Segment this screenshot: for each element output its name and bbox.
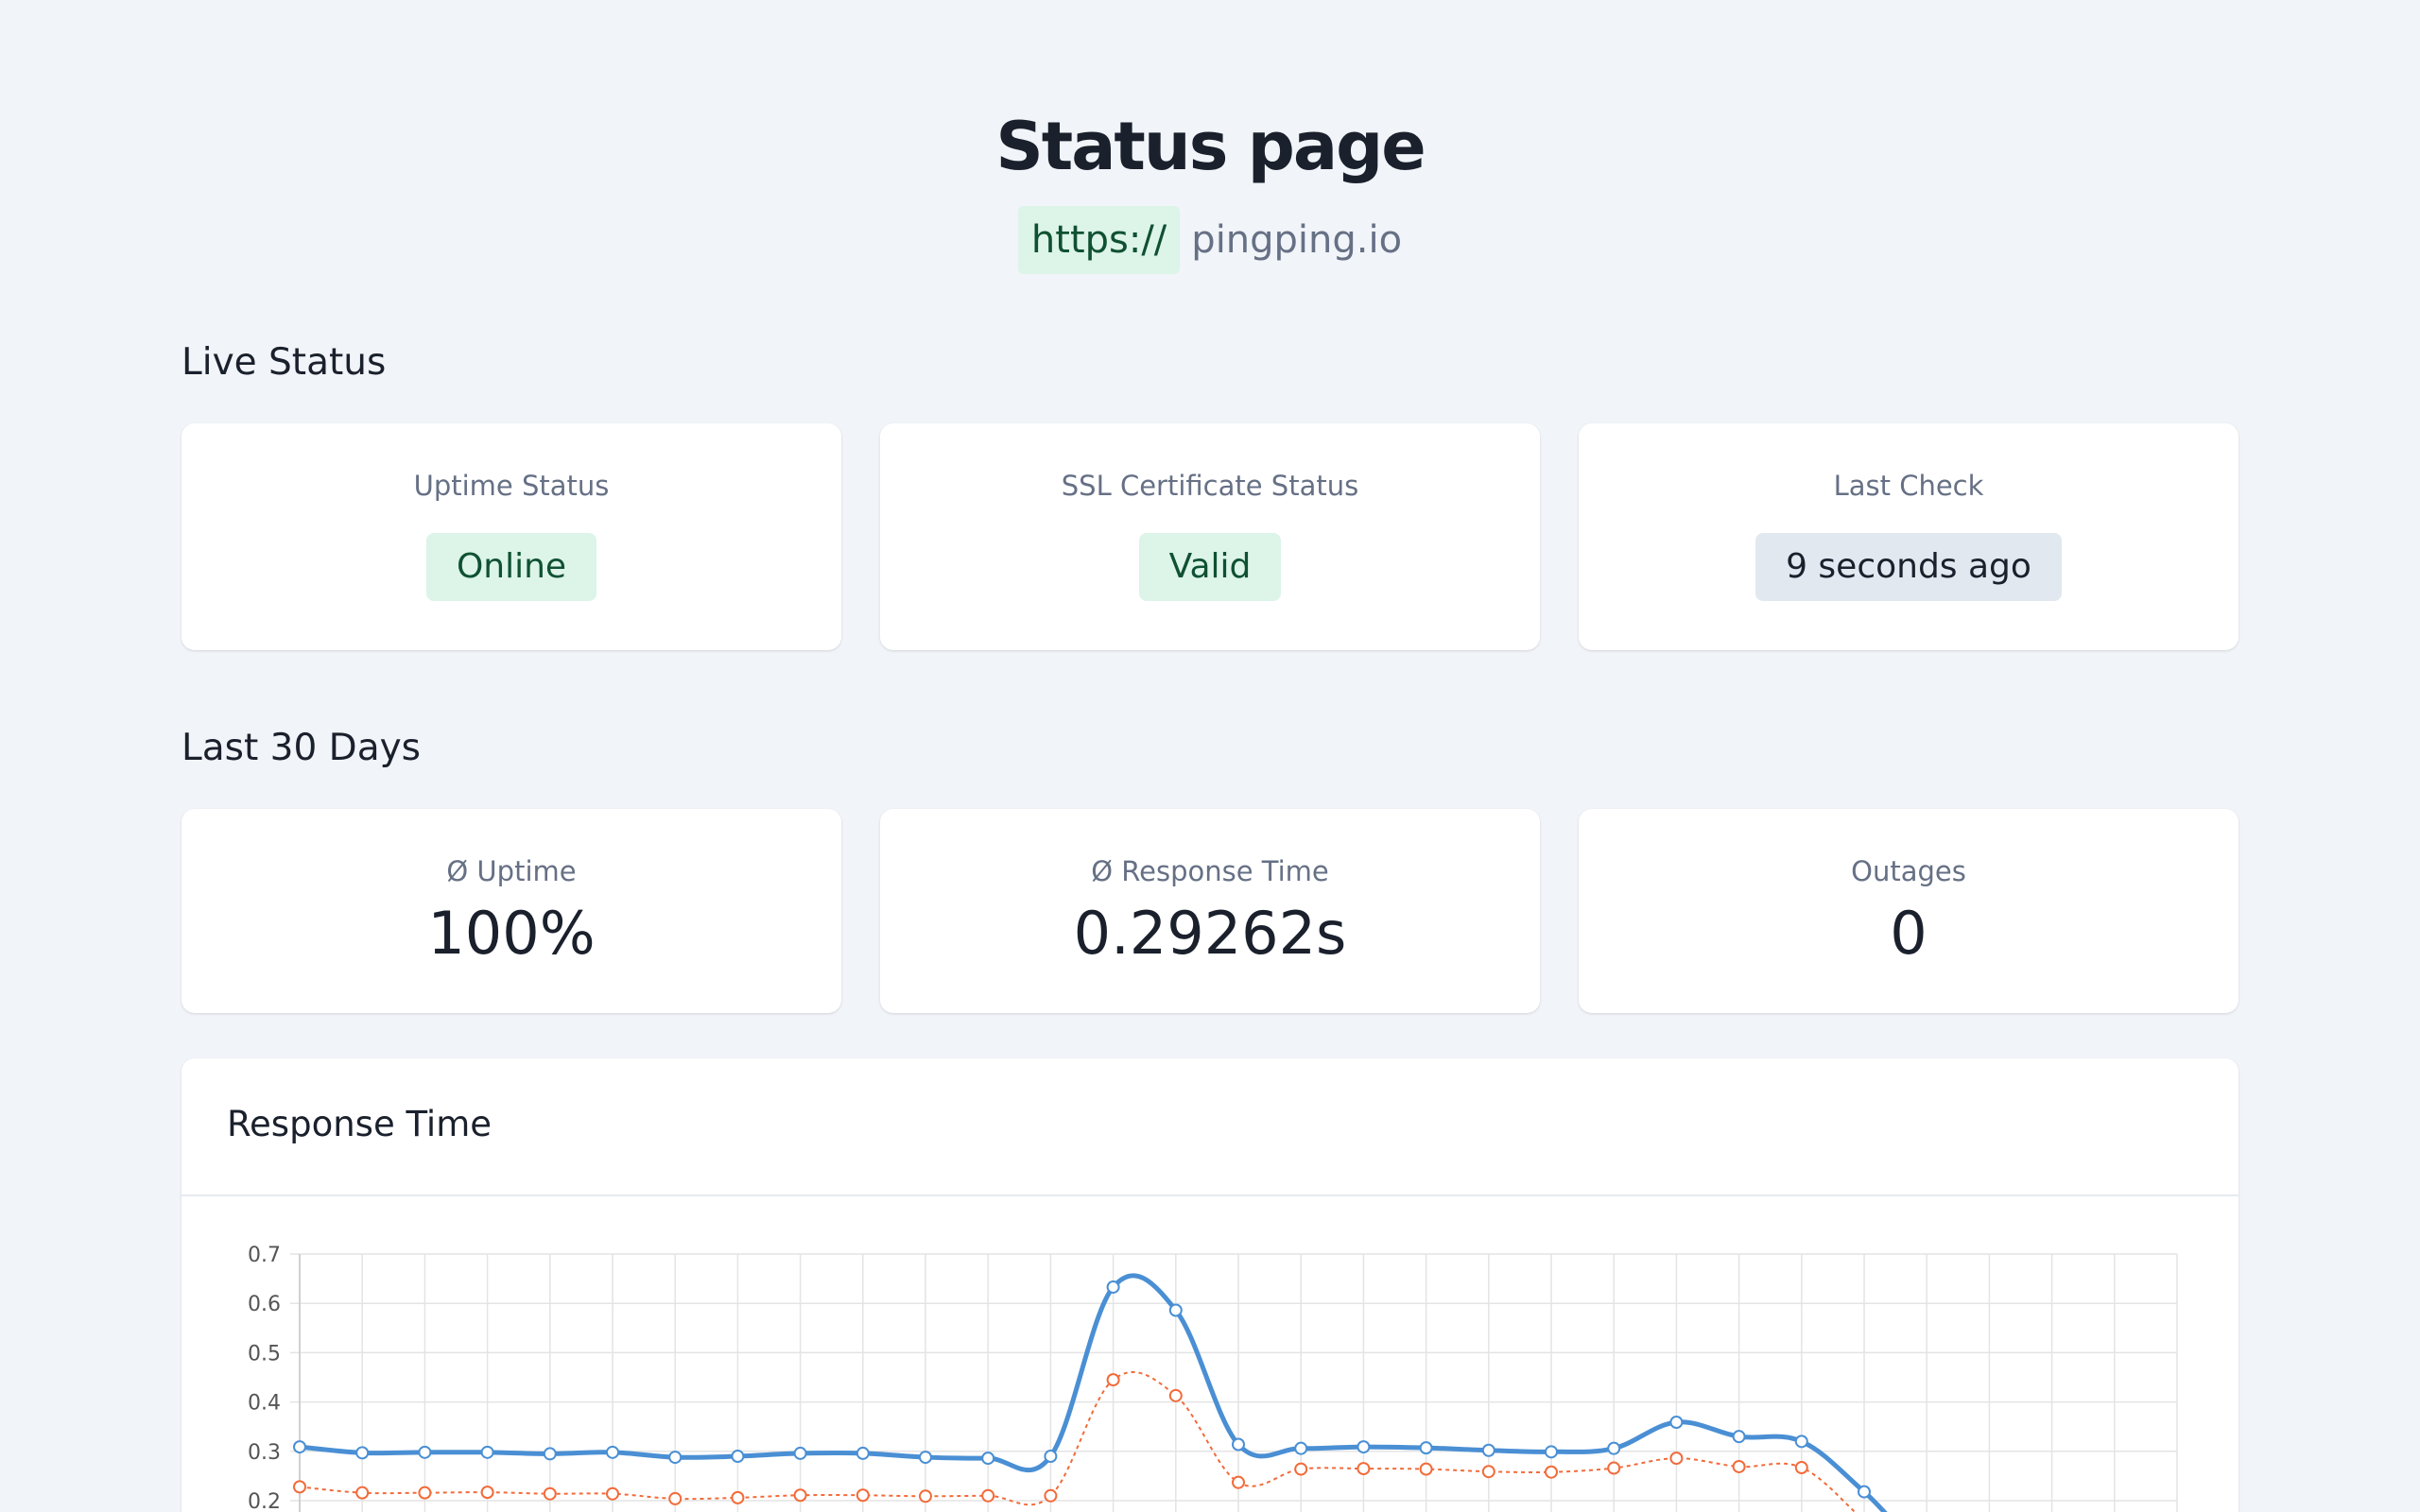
series-point-secondary[interactable]: [1294, 1462, 1308, 1476]
series-point-primary[interactable]: [1732, 1430, 1746, 1444]
page-header: Status page https:// pingping.io: [0, 104, 2420, 274]
series-point-primary[interactable]: [919, 1451, 932, 1465]
response-time-chart: 0.2 0.3 0.4 0.5 0.6 0.7: [248, 1244, 2178, 1512]
avg-uptime-card: Ø Uptime 100%: [182, 809, 841, 1013]
series-point-secondary[interactable]: [668, 1491, 683, 1505]
series-point-secondary[interactable]: [856, 1488, 870, 1503]
series-point-secondary[interactable]: [1732, 1459, 1746, 1473]
series-point-secondary[interactable]: [731, 1490, 745, 1504]
series-point-primary[interactable]: [856, 1446, 870, 1460]
series-point-primary[interactable]: [1419, 1441, 1433, 1455]
y-tick-label: 0.3: [248, 1441, 281, 1465]
series-point-secondary[interactable]: [1357, 1462, 1371, 1476]
last-check-label: Last Check: [1833, 470, 1984, 502]
series-point-primary[interactable]: [1481, 1443, 1495, 1457]
outages-label: Outages: [1851, 855, 1966, 887]
uptime-status-label: Uptime Status: [413, 470, 610, 502]
series-point-secondary[interactable]: [1545, 1465, 1558, 1479]
series-point-primary[interactable]: [606, 1445, 619, 1459]
chart-divider: [182, 1194, 2238, 1196]
series-point-primary[interactable]: [543, 1447, 557, 1461]
avg-uptime-value: 100%: [427, 899, 596, 968]
series-point-primary[interactable]: [1168, 1303, 1183, 1317]
response-time-chart-card: Response Time 0.2 0.3 0.4 0.5 0.6 0.7: [182, 1058, 2238, 1512]
avg-uptime-label: Ø Uptime: [446, 855, 577, 887]
series-point-primary[interactable]: [1044, 1450, 1058, 1464]
series-point-primary[interactable]: [1607, 1441, 1621, 1455]
series-point-secondary[interactable]: [543, 1486, 557, 1501]
y-tick-label: 0.2: [248, 1490, 281, 1512]
series-point-secondary[interactable]: [480, 1486, 494, 1500]
uptime-status-badge: Online: [425, 533, 597, 601]
live-status-heading: Live Status: [182, 341, 387, 384]
series-point-secondary[interactable]: [1419, 1462, 1433, 1476]
series-point-secondary[interactable]: [1044, 1488, 1058, 1503]
avg-response-time-value: 0.29262s: [1073, 899, 1347, 968]
series-point-primary[interactable]: [793, 1446, 807, 1460]
series-point-secondary[interactable]: [919, 1489, 932, 1503]
series-point-secondary[interactable]: [1794, 1461, 1808, 1475]
series-point-secondary[interactable]: [606, 1486, 619, 1501]
series-point-primary[interactable]: [981, 1452, 995, 1466]
url-protocol-badge: https://: [1017, 206, 1181, 274]
page-title: Status page: [995, 108, 1426, 185]
series-point-primary[interactable]: [1294, 1441, 1308, 1455]
last-check-badge: 9 seconds ago: [1755, 533, 2062, 601]
uptime-status-card: Uptime Status Online: [182, 423, 841, 650]
last-30-days-heading: Last 30 Days: [182, 727, 421, 769]
series-point-secondary[interactable]: [418, 1486, 432, 1500]
series-point-primary[interactable]: [293, 1440, 306, 1454]
series-point-secondary[interactable]: [793, 1488, 807, 1503]
series-point-primary[interactable]: [355, 1446, 370, 1460]
y-tick-label: 0.6: [248, 1293, 281, 1316]
ssl-status-card: SSL Certificate Status Valid: [880, 423, 1540, 650]
series-point-secondary[interactable]: [1669, 1452, 1684, 1466]
url-host: pingping.io: [1191, 218, 1403, 262]
series-point-primary[interactable]: [731, 1450, 745, 1464]
outages-card: Outages 0: [1579, 809, 2238, 1013]
series-point-primary[interactable]: [1357, 1440, 1371, 1454]
series-point-primary[interactable]: [1106, 1280, 1120, 1294]
series-point-secondary[interactable]: [355, 1486, 370, 1500]
series-point-primary[interactable]: [1794, 1435, 1808, 1449]
series-point-primary[interactable]: [668, 1451, 683, 1465]
series-point-secondary[interactable]: [1106, 1373, 1120, 1387]
last-check-card: Last Check 9 seconds ago: [1579, 423, 2238, 650]
series-point-secondary[interactable]: [293, 1480, 306, 1494]
series-point-primary[interactable]: [1232, 1437, 1245, 1452]
series-point-primary[interactable]: [1858, 1485, 1871, 1499]
y-tick-label: 0.4: [248, 1392, 281, 1416]
series-point-primary[interactable]: [418, 1445, 432, 1459]
series-point-primary[interactable]: [1545, 1445, 1558, 1459]
series-point-secondary[interactable]: [1607, 1461, 1621, 1475]
series-point-secondary[interactable]: [1232, 1475, 1245, 1489]
ssl-status-label: SSL Certificate Status: [1061, 470, 1359, 502]
avg-response-time-label: Ø Response Time: [1091, 855, 1329, 887]
series-point-secondary[interactable]: [1168, 1388, 1183, 1402]
monitored-url: https:// pingping.io: [0, 206, 2420, 274]
series-point-secondary[interactable]: [981, 1488, 995, 1503]
chart-title: Response Time: [227, 1104, 493, 1144]
y-tick-label: 0.5: [248, 1342, 281, 1366]
y-tick-label: 0.7: [248, 1244, 281, 1267]
ssl-status-badge: Valid: [1138, 533, 1282, 601]
avg-response-time-card: Ø Response Time 0.29262s: [880, 809, 1540, 1013]
series-point-primary[interactable]: [480, 1445, 494, 1459]
series-point-secondary[interactable]: [1481, 1465, 1495, 1479]
series-point-primary[interactable]: [1669, 1416, 1684, 1430]
outages-value: 0: [1890, 899, 1927, 968]
